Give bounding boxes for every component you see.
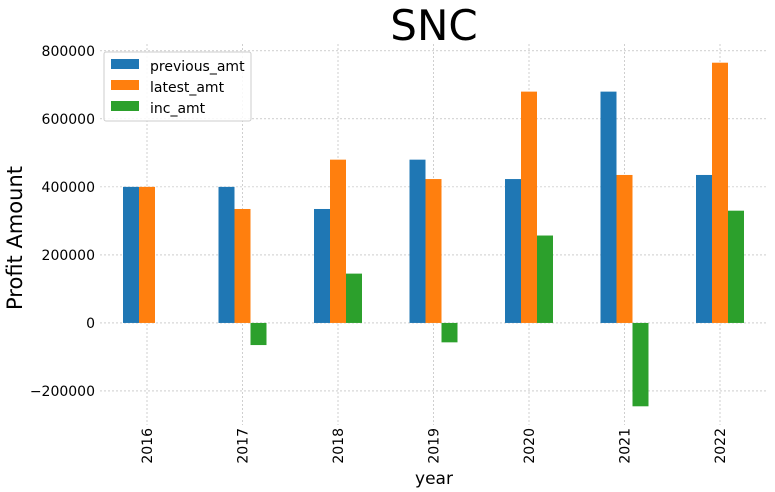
legend-box [103,51,252,122]
x-tick-label: 2020 [522,428,538,464]
y-tick-label: −200000 [30,384,95,400]
y-tick-labels: −200000 0 200000 400000 600000 800000 [30,44,95,400]
bar-inc-amt-2018 [346,273,362,323]
x-tick-label: 2017 [236,428,252,464]
bar-inc-amt-2019 [441,322,458,343]
bar-previous-amt-2019 [409,159,426,323]
bar-latest-amt-2022 [712,62,728,323]
bar-inc-amt-2021 [632,322,649,407]
bar-inc-amt-2020 [537,235,553,323]
bars [123,62,744,407]
bar-latest-amt-2016 [139,186,155,323]
x-tick-label: 2018 [331,428,347,464]
y-tick-label: 600000 [42,112,95,128]
chart-title: SNC [390,1,477,50]
bar-previous-amt-2020 [505,179,521,323]
y-tick-label: 800000 [42,44,95,60]
x-axis-label: year [415,469,453,489]
bar-inc-amt-2022 [728,210,744,323]
y-axis-label: Profit Amount [3,166,27,310]
legend-label-latest-amt: latest_amt [150,80,225,96]
legend-label-previous-amt: previous_amt [150,59,245,75]
bar-latest-amt-2017 [234,208,251,323]
y-tick-label: 200000 [42,248,95,264]
y-tick-label: 0 [86,316,95,332]
x-tick-label: 2019 [427,428,443,464]
legend-swatch-inc-amt [111,101,139,111]
legend-swatch-latest-amt [111,80,139,90]
x-tick-label: 2022 [713,428,729,464]
bar-latest-amt-2018 [330,159,346,323]
bar-previous-amt-2022 [696,174,712,323]
bar-inc-amt-2017 [250,322,267,346]
x-tick-label: 2021 [618,428,634,464]
bar-previous-amt-2016 [123,186,139,323]
legend: previous_amt latest_amt inc_amt [103,51,252,122]
bar-latest-amt-2021 [616,174,633,323]
bar-latest-amt-2020 [521,91,537,323]
bar-previous-amt-2021 [600,91,617,323]
bar-latest-amt-2019 [425,179,442,323]
bar-previous-amt-2018 [314,208,330,323]
y-tick-label: 400000 [42,180,95,196]
legend-swatch-previous-amt [111,59,139,69]
legend-label-inc-amt: inc_amt [150,101,206,117]
x-tick-labels: 2016 2017 2018 2019 2020 2021 2022 [140,428,729,464]
x-tick-label: 2016 [140,428,156,464]
bar-previous-amt-2017 [218,186,235,323]
